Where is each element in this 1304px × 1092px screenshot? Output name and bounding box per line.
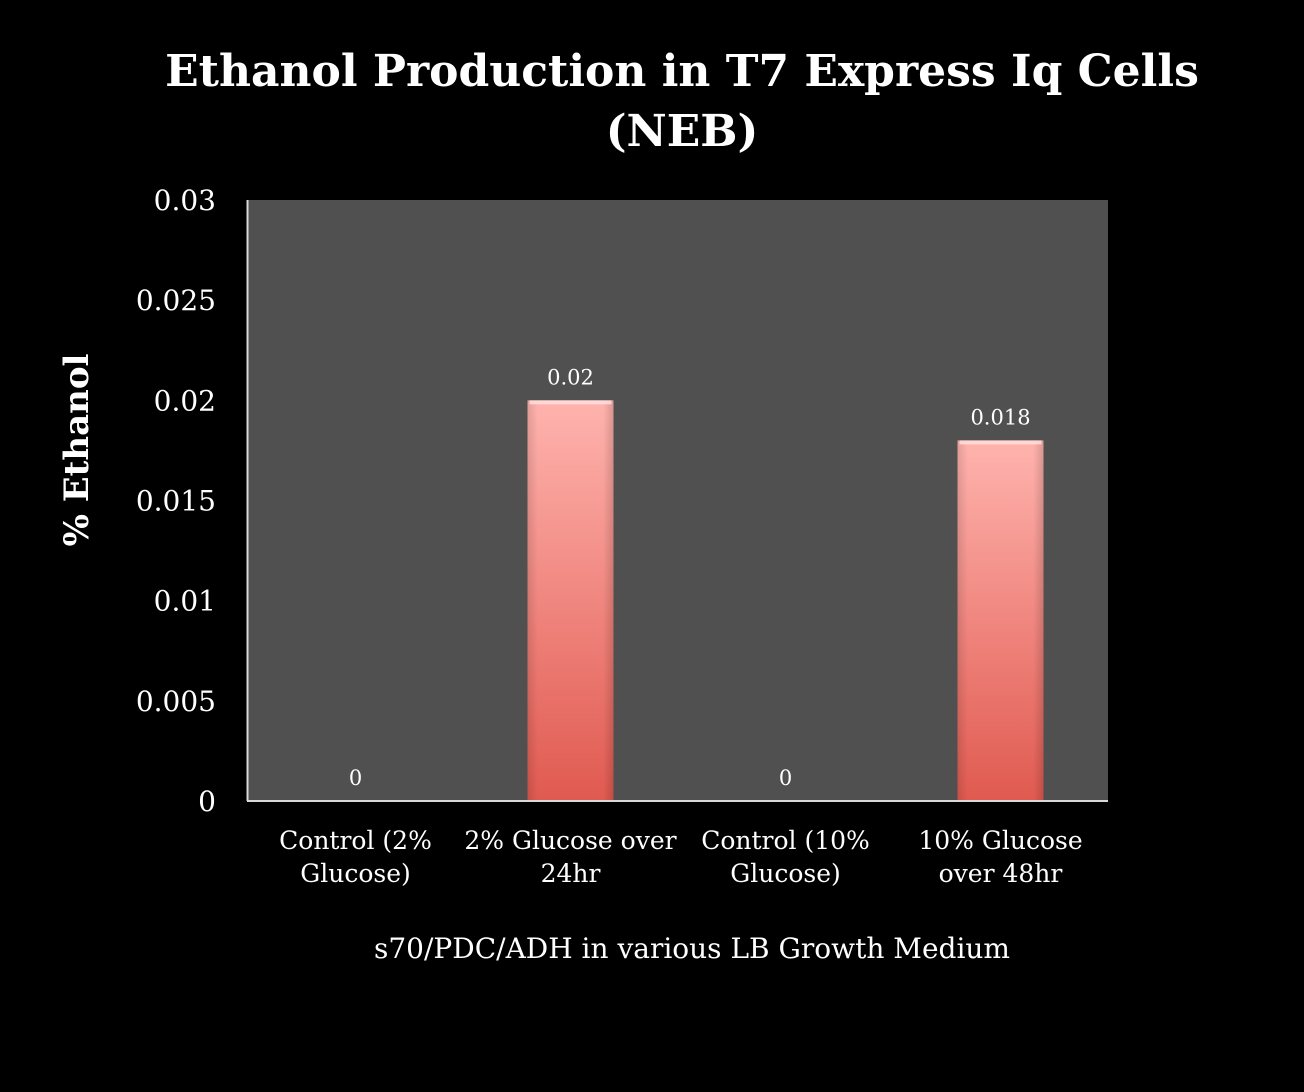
- x-category-label: 2% Glucose over: [464, 826, 676, 855]
- x-axis-category-labels: Control (2% Glucose) 2% Glucose over 24hr Co…: [279, 826, 1082, 888]
- y-axis-ticks: 0 0.005 0.01 0.015 0.02 0.025 0.03: [136, 184, 216, 818]
- y-tick-label: 0.025: [136, 284, 216, 317]
- bars: [527, 400, 1044, 801]
- x-category-label: 10% Glucose: [918, 826, 1082, 855]
- bar-top-highlight: [529, 400, 612, 405]
- y-tick-label: 0.015: [136, 485, 216, 518]
- y-tick-label: 0.03: [154, 184, 216, 217]
- x-category-label: Control (10%: [701, 826, 870, 855]
- x-category-label: Glucose): [300, 859, 411, 888]
- y-tick-label: 0: [198, 785, 216, 818]
- x-category-label: 24hr: [541, 859, 601, 888]
- data-label: 0: [779, 766, 792, 790]
- bar-top-highlight: [959, 440, 1042, 445]
- y-tick-label: 0.02: [154, 384, 216, 417]
- data-label: 0.018: [970, 405, 1030, 429]
- data-label: 0.02: [547, 365, 594, 389]
- bar-shade: [957, 440, 1044, 801]
- x-category-label: Glucose): [730, 859, 841, 888]
- data-labels: 0 0.02 0 0.018: [349, 365, 1031, 790]
- y-axis-label: % Ethanol: [57, 354, 97, 547]
- x-axis-label: s70/PDC/ADH in various LB Growth Medium: [374, 932, 1010, 965]
- bar-shade: [527, 400, 614, 801]
- chart-title-line-2: (NEB): [606, 106, 759, 157]
- x-category-label: Control (2%: [279, 826, 432, 855]
- y-tick-label: 0.005: [136, 685, 216, 718]
- chart-title-line-1: Ethanol Production in T7 Express Iq Cell…: [165, 46, 1199, 97]
- y-tick-label: 0.01: [154, 585, 216, 618]
- data-label: 0: [349, 766, 362, 790]
- x-category-label: over 48hr: [939, 859, 1063, 888]
